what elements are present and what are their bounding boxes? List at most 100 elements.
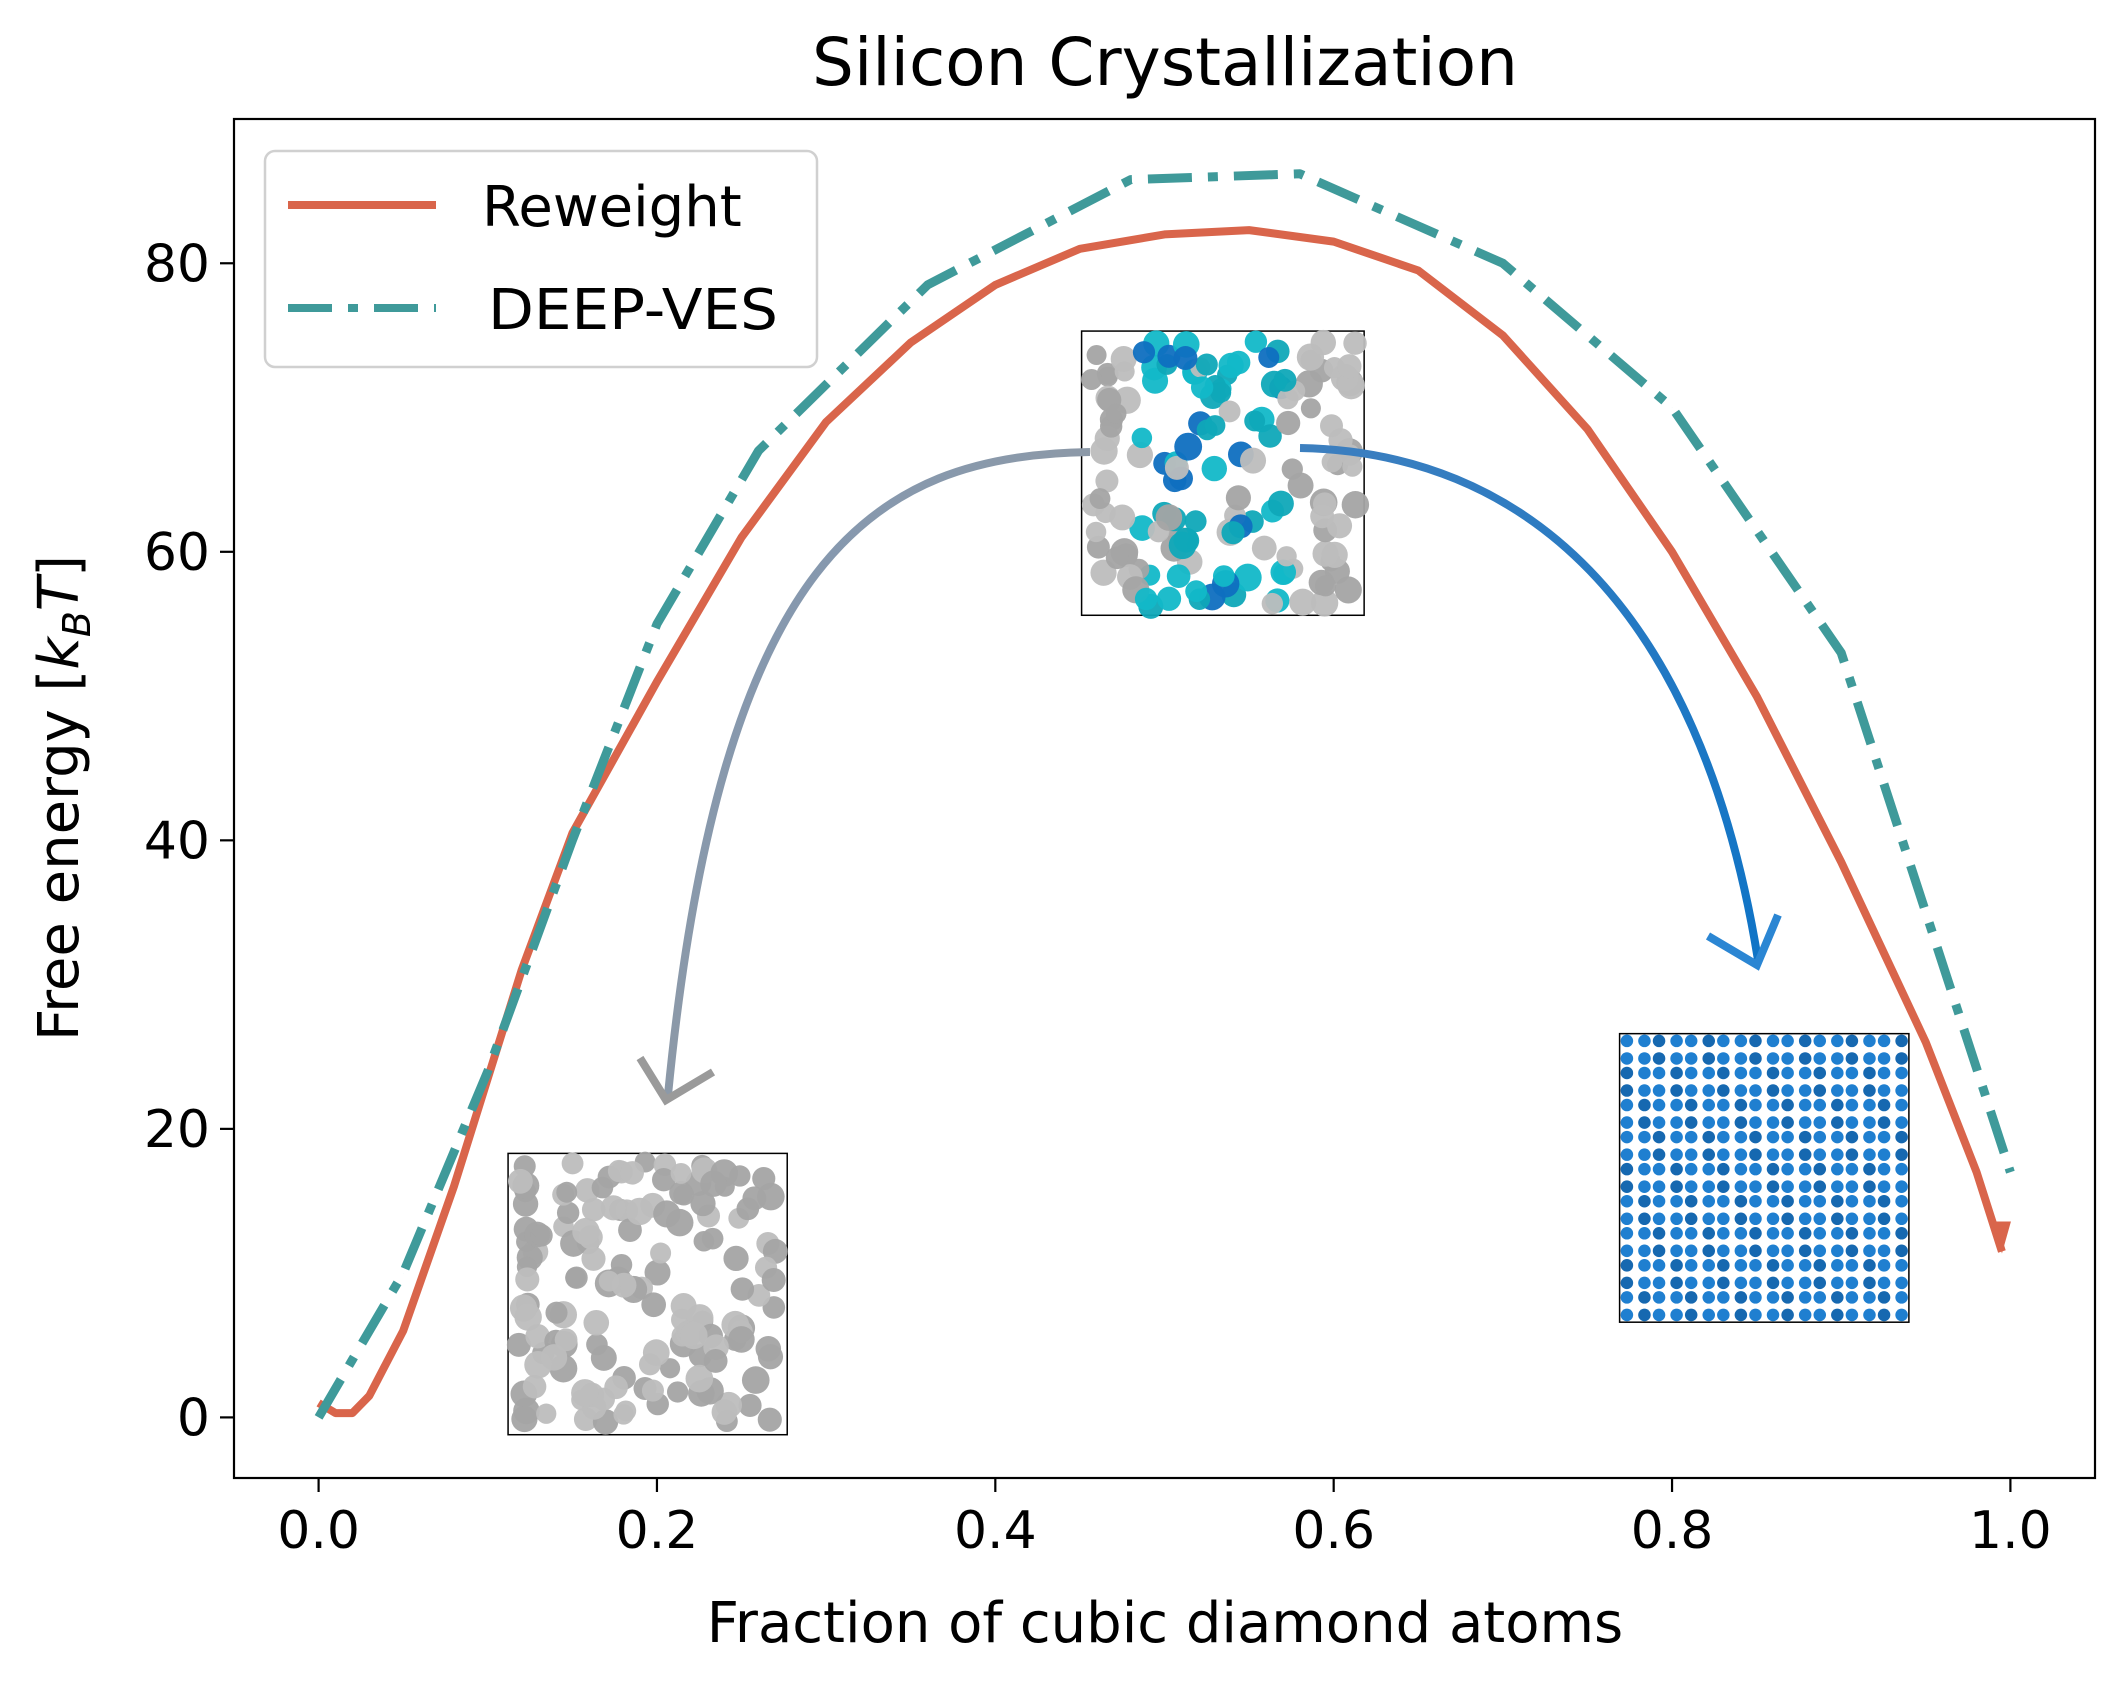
atom (1097, 366, 1118, 387)
crystal-atom (1684, 1276, 1698, 1290)
crystal-atom (1766, 1052, 1780, 1065)
crystal-atom (1813, 1066, 1827, 1080)
crystal-atom (1845, 1162, 1859, 1176)
crystal-atom (1863, 1084, 1876, 1097)
atom (670, 1162, 692, 1184)
crystal-atom (1717, 1098, 1730, 1112)
crystal-atom (1670, 1052, 1683, 1065)
crystal-atom (1670, 1180, 1683, 1193)
crystal-atom (1863, 1308, 1876, 1322)
crystal-atom (1670, 1276, 1683, 1290)
crystal-atom (1717, 1052, 1730, 1065)
crystal-atom (1684, 1291, 1698, 1304)
crystal-atom (1895, 1291, 1908, 1304)
atom (741, 1366, 770, 1394)
crystal-atom (1895, 1244, 1908, 1258)
crystal-atom (1895, 1130, 1908, 1144)
legend: Reweight DEEP-VES (263, 149, 819, 369)
crystal-atom (1702, 1084, 1716, 1097)
crystal-atom (1684, 1308, 1698, 1322)
atom (1155, 504, 1183, 531)
crystal-atom (1749, 1259, 1762, 1272)
atom (591, 1176, 614, 1199)
crystal-atom (1749, 1148, 1762, 1161)
atom (1081, 368, 1103, 391)
crystal-atom (1749, 1194, 1762, 1208)
crystal-atom (1813, 1180, 1827, 1193)
crystal-atom (1652, 1291, 1666, 1304)
crystal-atom (1734, 1116, 1748, 1129)
crystal-atom (1652, 1034, 1666, 1048)
atom (1156, 586, 1182, 611)
atom (556, 1201, 580, 1225)
crystal-atom (1638, 1148, 1651, 1161)
atom (571, 1379, 599, 1407)
atom (1281, 458, 1303, 480)
crystal-atom (1863, 1194, 1876, 1208)
crystal-atom (1638, 1291, 1651, 1304)
crystal-atom (1670, 1212, 1683, 1226)
crystal-atom (1877, 1244, 1891, 1258)
crystal-atom (1717, 1034, 1730, 1048)
atom (1267, 490, 1294, 517)
atom (1126, 441, 1154, 469)
crystal-atom (1638, 1052, 1651, 1065)
legend-label-reweight: Reweight (482, 175, 742, 240)
crystal-atom (1652, 1180, 1666, 1193)
crystal-atom (1702, 1162, 1716, 1176)
atom (736, 1197, 760, 1221)
crystal-atom (1766, 1034, 1780, 1048)
atom (757, 1407, 782, 1432)
crystal-atom (1749, 1226, 1762, 1240)
crystal-atom (1798, 1259, 1812, 1272)
atom (666, 1381, 689, 1403)
crystal-atom (1781, 1244, 1794, 1258)
crystal-atom (1863, 1180, 1876, 1193)
atom (514, 1303, 542, 1331)
crystal-atom (1766, 1226, 1780, 1240)
crystal-atom (1781, 1276, 1794, 1290)
atom (1337, 354, 1362, 379)
crystal-atom (1895, 1276, 1908, 1290)
y-axis-label-subscript: B (55, 611, 99, 637)
crystal-atom (1766, 1066, 1780, 1080)
crystal-atom (1813, 1116, 1827, 1129)
crystal-structure-frame (1618, 1032, 1910, 1323)
atom (610, 1253, 633, 1276)
y-tick-label: 0 (177, 1388, 210, 1448)
atom (752, 1166, 776, 1191)
crystal-atom (1717, 1162, 1730, 1176)
crystal-atom (1877, 1130, 1891, 1144)
crystal-atom (1638, 1244, 1651, 1258)
atom (572, 1217, 600, 1246)
crystal-atom (1717, 1066, 1730, 1080)
crystal-atom (1684, 1116, 1698, 1129)
arrow-left-head (636, 1055, 716, 1106)
crystal-atom (1670, 1226, 1683, 1240)
crystal-atom (1845, 1308, 1859, 1322)
atom (1341, 491, 1370, 519)
atom (690, 1190, 716, 1217)
reweight-end-marker (1992, 1221, 2011, 1254)
y-tick-label: 60 (144, 523, 210, 583)
crystal-atom (1702, 1148, 1716, 1161)
crystal-atom (1638, 1034, 1651, 1048)
crystal-atom (1702, 1098, 1716, 1112)
crystal-atom (1734, 1276, 1748, 1290)
crystal-atom (1702, 1130, 1716, 1144)
atom (590, 1344, 617, 1371)
crystal-atom (1652, 1066, 1666, 1080)
crystal-atom (1831, 1194, 1844, 1208)
crystal-atom (1863, 1116, 1876, 1129)
atom (1218, 400, 1241, 423)
crystal-atom (1781, 1148, 1794, 1161)
atom (1321, 541, 1348, 569)
atom (1240, 447, 1267, 474)
x-tick-label: 0.8 (1631, 1501, 1714, 1561)
atom (522, 1374, 547, 1399)
crystal-atom (1831, 1098, 1844, 1112)
crystal-atom (1734, 1162, 1748, 1176)
atom (1310, 329, 1337, 356)
crystal-atom (1845, 1052, 1859, 1065)
